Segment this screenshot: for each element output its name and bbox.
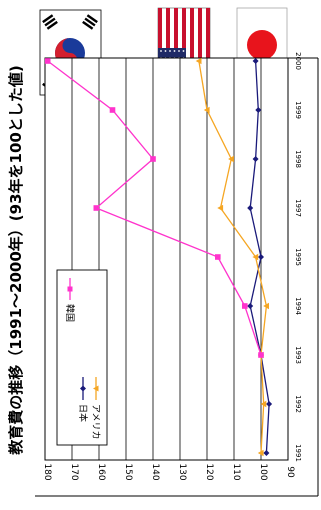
data-point-diamond [255, 107, 262, 113]
year-tick-label: 1991 [294, 444, 302, 462]
title-group: 教育費の推移（1991～2000年）(93年を100とした値) [7, 65, 25, 455]
year-tick-label: 1994 [294, 297, 302, 315]
value-tick-label: 120 [204, 463, 214, 480]
value-tick-label: 150 [123, 463, 133, 480]
chart-title: 教育費の推移（1991～2000年）(93年を100とした値) [7, 65, 25, 455]
data-point-square [215, 254, 221, 260]
year-tick-label: 1999 [294, 101, 302, 119]
data-point-diamond [247, 205, 254, 211]
data-point-triangle [260, 400, 267, 408]
data-point-triangle [228, 155, 234, 163]
data-point-diamond [266, 401, 273, 407]
value-tick-label: 130 [177, 463, 187, 480]
year-tick-label: 1998 [294, 150, 302, 168]
trigram-bar [82, 20, 94, 30]
usa-star [178, 50, 180, 52]
value-tick-label: 170 [69, 463, 79, 480]
usa-star [160, 50, 162, 52]
data-point-square [109, 107, 116, 113]
year-tick-label: 1992 [294, 395, 302, 413]
year-tick-label: 1993 [294, 346, 302, 364]
data-point-triangle [195, 57, 202, 65]
japan-disc [247, 30, 277, 60]
year-tick-label: 1995 [294, 248, 302, 266]
usa-star [173, 50, 176, 52]
data-point-triangle [203, 106, 210, 114]
data-point-triangle [257, 449, 264, 457]
usa-star [169, 50, 171, 52]
data-point-square [93, 205, 100, 211]
data-point-square [258, 352, 264, 358]
data-point-triangle [217, 204, 224, 212]
usa-stripe [166, 8, 170, 83]
legend-entry-label: 日本 [77, 404, 89, 422]
data-point-diamond [263, 450, 270, 456]
data-point-diamond [252, 58, 259, 64]
usa-stripe [198, 8, 202, 83]
data-point-diamond [252, 156, 259, 162]
value-tick-label: 160 [96, 463, 106, 480]
data-point-diamond [258, 254, 264, 260]
data-point-diamond [247, 303, 254, 309]
korea-trigram [42, 14, 58, 30]
data-point-square [150, 156, 156, 162]
data-marks [44, 57, 273, 457]
trigram-bar [46, 20, 58, 30]
year-tick-label: 2000 [294, 52, 302, 70]
trigram-bar [86, 14, 98, 24]
trigram-bar [44, 17, 56, 27]
legend-box [56, 269, 108, 446]
legend-marker-diamond [80, 385, 86, 392]
value-tick-label: 90 [285, 466, 295, 478]
legend-entry-label: 韓国 [64, 304, 75, 322]
data-point-triangle [252, 253, 259, 261]
korea-trigram [82, 14, 98, 30]
data-point-square [44, 58, 51, 64]
usa-stripe [190, 8, 194, 83]
legend-marker-triangle [93, 385, 99, 392]
usa-stripe [206, 8, 210, 83]
value-tick-label: 100 [258, 463, 268, 480]
trigram-bar [42, 14, 54, 24]
tick-labels: 180 170 160 150 140 130 120 110 100 90 1991 1992 199… [42, 52, 302, 481]
data-point-triangle [263, 302, 269, 310]
value-tick-label: 180 [42, 463, 52, 480]
year-tick-label: 1997 [294, 199, 302, 217]
usa-star [182, 50, 185, 52]
usa-stripe [182, 8, 186, 83]
legend-marker-square [67, 286, 73, 292]
value-tick-label: 140 [150, 463, 160, 480]
trigram-bar [84, 17, 96, 27]
value-tick-label: 110 [231, 463, 241, 480]
data-point-square [242, 303, 248, 309]
usa-star [164, 50, 167, 52]
usa-stripe [158, 8, 162, 83]
legend-entry-label: アメリカ [90, 404, 101, 440]
usa-stripe [174, 8, 178, 83]
